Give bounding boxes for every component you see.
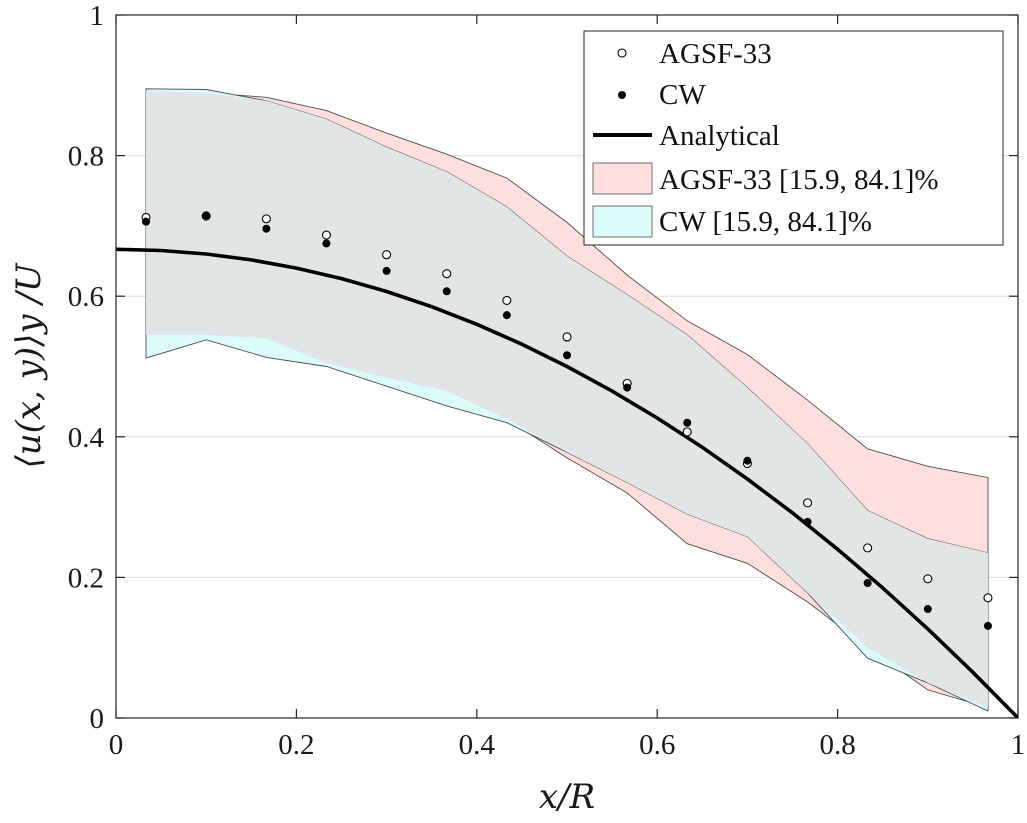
legend-label-analytical: Analytical [659, 120, 780, 152]
analytical-line [116, 247, 1018, 718]
y-tick-label-0: 0 [90, 703, 105, 735]
x-tick-label-1: 0.2 [278, 729, 314, 761]
agsf-33-point-5 [442, 269, 452, 279]
agsf-33-point-4 [382, 250, 392, 260]
cw-point-3 [322, 239, 331, 248]
y-tick-label-1: 0.2 [68, 562, 104, 594]
legend-label-agsf: AGSF-33 [659, 38, 772, 70]
ticks [115, 14, 1019, 719]
y-tick-label-2: 0.4 [68, 422, 105, 454]
analytical-series [116, 247, 1018, 718]
band-overlap [146, 90, 988, 708]
legend-box [583, 30, 1004, 246]
cw-point-7 [563, 351, 571, 360]
cw-point-11 [803, 517, 812, 526]
x-tick-label-5: 1 [1011, 729, 1026, 761]
agsf-33-point-7 [562, 332, 572, 342]
agsf-33-point-12 [863, 543, 873, 553]
agsf-33-point-13 [923, 574, 933, 584]
x-tick-label-3: 0.6 [639, 729, 675, 761]
cw-point-0 [142, 217, 151, 226]
legend: AGSF-33 CW Analytical AGSF-33 [15.9, 84.… [583, 30, 1004, 246]
legend-agsf-band-swatch [592, 162, 653, 195]
legend-label-agsf-band: AGSF-33 [15.9, 84.1]% [659, 164, 939, 196]
agsf-33-point-3 [321, 230, 331, 240]
agsf-33-point-9 [682, 427, 692, 437]
legend-label-cw: CW [659, 79, 706, 111]
agsf-33-point-2 [261, 214, 271, 224]
cw-point-12 [863, 579, 872, 588]
x-axis-label: x/R [539, 777, 595, 817]
y-tick-label-4: 0.8 [68, 141, 104, 173]
cw-point-4 [382, 266, 391, 275]
agsf-33-point-11 [803, 498, 813, 508]
agsf-33-point-14 [983, 593, 993, 603]
cw-point-2 [262, 224, 271, 233]
legend-label-cw-band: CW [15.9, 84.1]% [659, 206, 872, 238]
y-axis-label: ⟨u(x, y)⟩y /U [9, 262, 49, 468]
cw-point-8 [623, 383, 632, 392]
cw-point-9 [683, 418, 692, 427]
y-tick-label-3: 0.6 [68, 281, 104, 313]
cw-point-14 [983, 621, 992, 630]
axes-frame [115, 14, 1019, 719]
agsf-33-point-6 [502, 295, 512, 305]
x-tick-label-4: 0.8 [819, 729, 855, 761]
cw-point-5 [442, 287, 451, 296]
legend-cw-marker [618, 91, 626, 99]
x-tick-label-0: 0 [109, 729, 124, 761]
cw-point-6 [502, 311, 511, 320]
legend-agsf-marker [617, 48, 627, 58]
legend-cw-band-swatch [592, 205, 653, 238]
y-tick-label-5: 1 [90, 0, 105, 32]
markers [141, 211, 993, 630]
cw-point-10 [743, 456, 752, 465]
cw-point-1 [202, 211, 211, 220]
cw-point-13 [923, 605, 932, 614]
bands [145, 88, 989, 712]
x-tick-label-2: 0.4 [459, 729, 496, 761]
tick-labels: 0 0.2 0.4 0.6 0.8 1 0 0.2 0.4 0.6 0.8 1 [68, 0, 1026, 761]
